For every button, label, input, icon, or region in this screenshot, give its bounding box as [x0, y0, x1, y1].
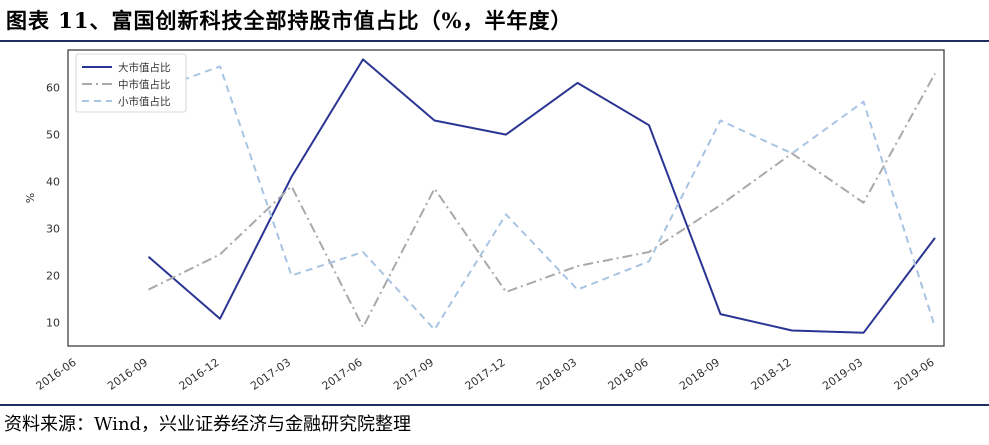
y-tick-label: 10	[46, 317, 60, 330]
x-tick-label: 2017-06	[320, 356, 365, 393]
y-tick-label: 20	[46, 270, 60, 283]
y-tick-label: 60	[46, 82, 60, 95]
x-tick-label: 2016-12	[177, 356, 222, 393]
top-divider	[0, 40, 989, 42]
legend-box	[75, 53, 187, 113]
legend-label-3: 小市值占比	[118, 95, 171, 108]
chart-title: 图表 11、富国创新科技全部持股市值占比（%，半年度）	[6, 8, 573, 33]
source-note: 资料来源：Wind，兴业证券经济与金融研究院整理	[4, 414, 412, 435]
x-tick-label: 2019-03	[820, 356, 865, 393]
y-tick-label: 40	[46, 176, 60, 189]
series-line-1	[147, 58, 936, 334]
y-axis-label: %	[24, 193, 37, 203]
x-tick-label: 2017-03	[248, 356, 293, 393]
y-tick-label: 50	[46, 129, 60, 142]
series-line-3	[148, 65, 936, 331]
x-tick-label: 2016-09	[105, 356, 150, 393]
x-tick-label: 2018-03	[534, 356, 579, 393]
x-tick-label: 2017-12	[463, 356, 508, 393]
series-line-2	[148, 73, 936, 329]
bottom-divider	[0, 404, 989, 406]
x-tick-label: 2018-12	[749, 356, 794, 393]
x-tick-label: 2016-06	[34, 356, 79, 393]
x-tick-label: 2019-06	[892, 356, 937, 393]
x-tick-label: 2018-06	[606, 356, 651, 393]
line-chart: 10 20 30 40 50 60% 2016-06 2016-09 2016-12 2017-0…	[24, 49, 945, 393]
legend-label-2: 中市值占比	[118, 78, 171, 91]
legend-label-1: 大市值占比	[118, 61, 171, 74]
y-tick-label: 30	[46, 223, 60, 236]
plot-frame	[67, 49, 945, 347]
x-tick-label: 2018-09	[677, 356, 722, 393]
x-tick-label: 2017-09	[391, 356, 436, 393]
